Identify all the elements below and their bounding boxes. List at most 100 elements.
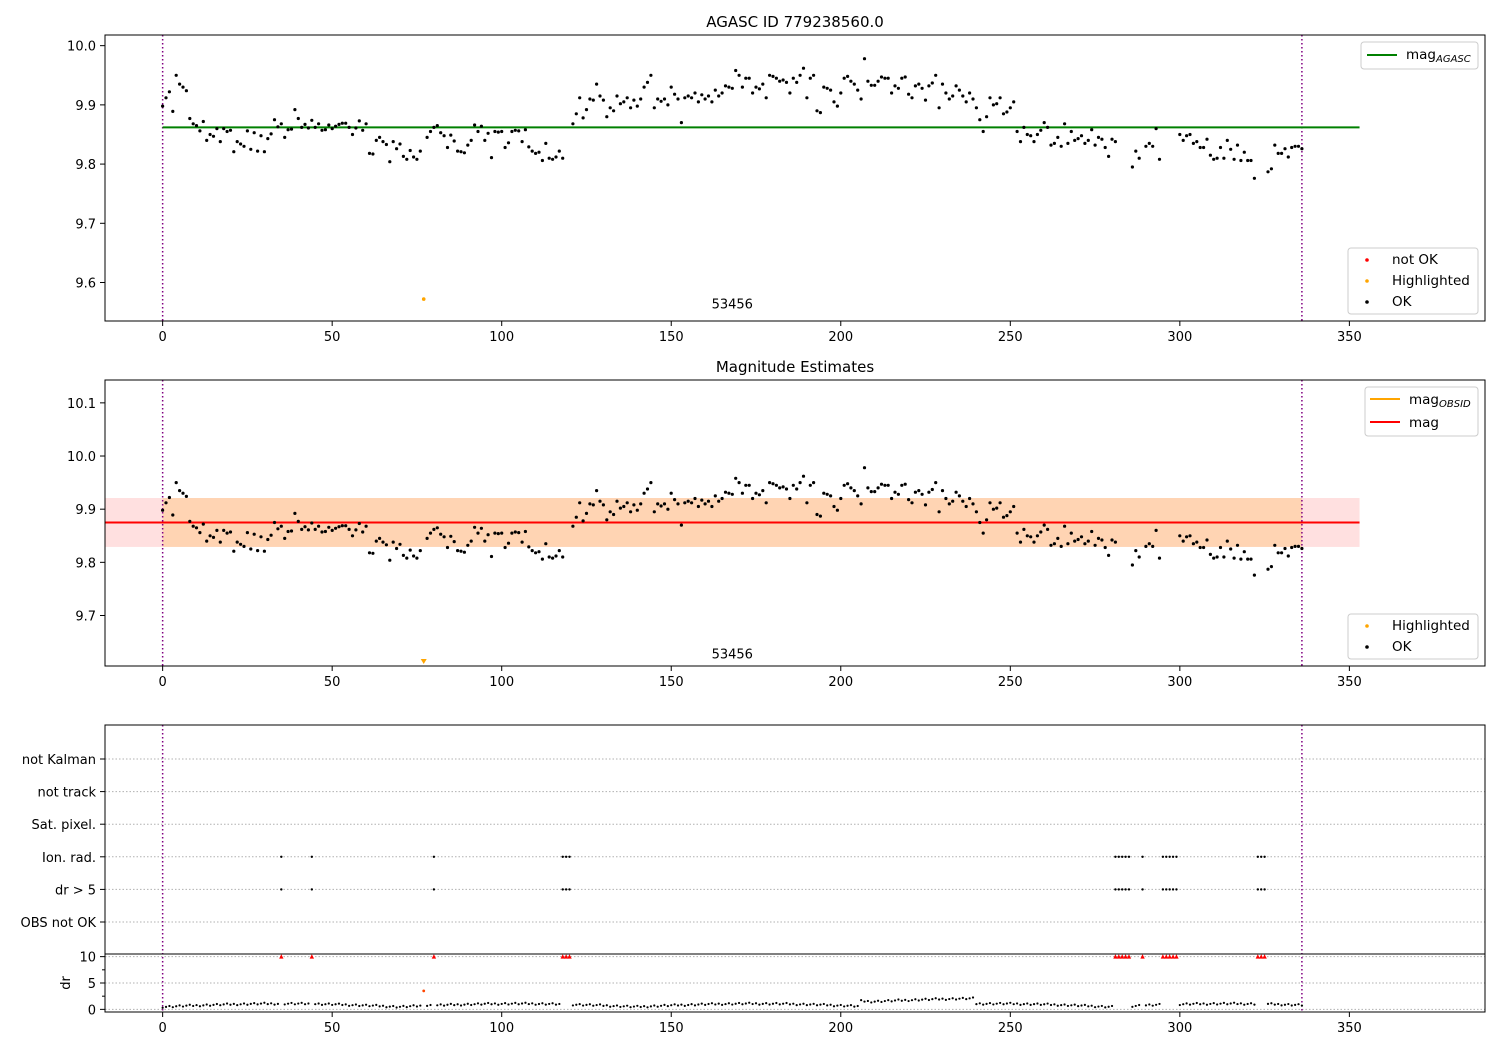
dr-point	[670, 1004, 673, 1007]
ok-point	[1246, 158, 1250, 163]
dr-point	[303, 1003, 307, 1006]
ok-point	[1249, 158, 1253, 163]
dr-point	[1270, 1002, 1273, 1005]
ok-point	[462, 550, 466, 554]
ok-point	[791, 483, 795, 487]
p3-xtick-label: 300	[1167, 1021, 1192, 1036]
ok-point	[934, 481, 938, 485]
ok-point	[900, 483, 904, 487]
p1-ytick-label: 9.8	[75, 158, 96, 173]
ok-point	[435, 124, 439, 128]
flag-row-label: not Kalman	[22, 753, 96, 768]
dr-point	[195, 1003, 198, 1007]
dr-point	[449, 1002, 452, 1005]
ok-point	[547, 156, 551, 160]
ok-point	[737, 73, 741, 77]
ok-point	[805, 96, 809, 100]
ok-point	[503, 145, 507, 150]
legend-label-ok-2: OK	[1392, 639, 1413, 655]
panel-1-point-legend: not OK Highlighted OK	[1347, 247, 1479, 315]
ok-point	[1052, 542, 1056, 546]
dr-point	[1043, 1003, 1046, 1006]
ok-point	[998, 96, 1002, 100]
ok-point	[361, 530, 365, 534]
ok-point	[1086, 138, 1090, 142]
ok-point	[178, 82, 182, 86]
ok-point	[1018, 140, 1023, 144]
ok-point	[1093, 143, 1097, 147]
ok-point	[879, 75, 884, 79]
ok-point	[300, 527, 304, 532]
dr-point	[1195, 1001, 1198, 1005]
dr-point	[256, 1003, 259, 1006]
ok-point	[961, 94, 965, 98]
dr-point	[300, 1001, 303, 1004]
ok-point	[798, 481, 802, 485]
ok-point	[469, 539, 473, 543]
ok-point	[1073, 138, 1077, 142]
ok-point	[449, 133, 453, 137]
flag-row-label: Ion. rad.	[42, 851, 96, 866]
ok-point	[547, 555, 551, 559]
legend-label-highlighted: Highlighted	[1392, 273, 1470, 289]
ok-point	[1039, 530, 1043, 534]
dr-clipped-marker	[1167, 954, 1172, 959]
ok-point	[1208, 552, 1212, 557]
ok-point	[1208, 153, 1212, 157]
ok-point	[242, 144, 246, 148]
dr-point	[385, 1006, 388, 1009]
dr-clipped-marker	[1164, 954, 1169, 959]
dr-point	[1290, 1004, 1293, 1007]
ok-point	[432, 527, 436, 532]
ok-point	[506, 141, 511, 145]
dr-point	[1083, 1003, 1087, 1006]
ok-point	[717, 499, 721, 503]
dr-point	[782, 1002, 785, 1005]
ok-point	[317, 122, 321, 126]
ok-point	[1235, 543, 1240, 547]
flag-point	[1171, 855, 1175, 858]
p1-xtick-label: 150	[659, 330, 684, 345]
ok-point	[1202, 545, 1206, 550]
flag-point	[280, 855, 283, 858]
dr-point	[588, 1003, 591, 1006]
dr-point	[456, 1003, 459, 1006]
ok-point	[771, 482, 775, 486]
dr-clipped-marker	[1259, 954, 1264, 959]
dr-point	[1100, 1004, 1103, 1008]
ok-point	[469, 138, 473, 142]
p3-xtick-label: 150	[659, 1021, 684, 1036]
dr-point	[849, 1004, 853, 1007]
p1-ytick-label: 9.6	[75, 277, 96, 292]
panel-3-frame	[104, 724, 1486, 1013]
ok-point	[357, 521, 361, 526]
ok-point	[1252, 176, 1256, 180]
ok-point	[795, 487, 799, 491]
dr-point	[364, 1003, 368, 1006]
ok-point	[669, 85, 673, 89]
ok-point	[791, 76, 795, 80]
ok-point	[578, 501, 582, 505]
dr-point	[917, 999, 920, 1002]
ok-point	[530, 549, 534, 553]
ok-point	[442, 535, 446, 539]
ok-point	[937, 510, 941, 514]
ok-point	[1188, 534, 1192, 538]
ok-point	[208, 534, 212, 538]
ok-point	[815, 109, 819, 113]
ok-point	[930, 487, 934, 492]
ok-point	[235, 540, 239, 544]
ok-point	[723, 84, 728, 88]
dr-point	[493, 1002, 497, 1005]
ok-point	[1076, 137, 1080, 141]
dr-point	[965, 998, 968, 1001]
ok-point	[303, 525, 307, 529]
dr-point	[626, 1004, 629, 1007]
ok-point	[584, 108, 589, 112]
ok-point	[690, 96, 694, 100]
dr-point	[676, 1004, 680, 1007]
ok-point	[1113, 140, 1117, 144]
flag-point	[432, 888, 436, 891]
ok-point	[940, 82, 945, 86]
ok-point	[551, 157, 555, 161]
